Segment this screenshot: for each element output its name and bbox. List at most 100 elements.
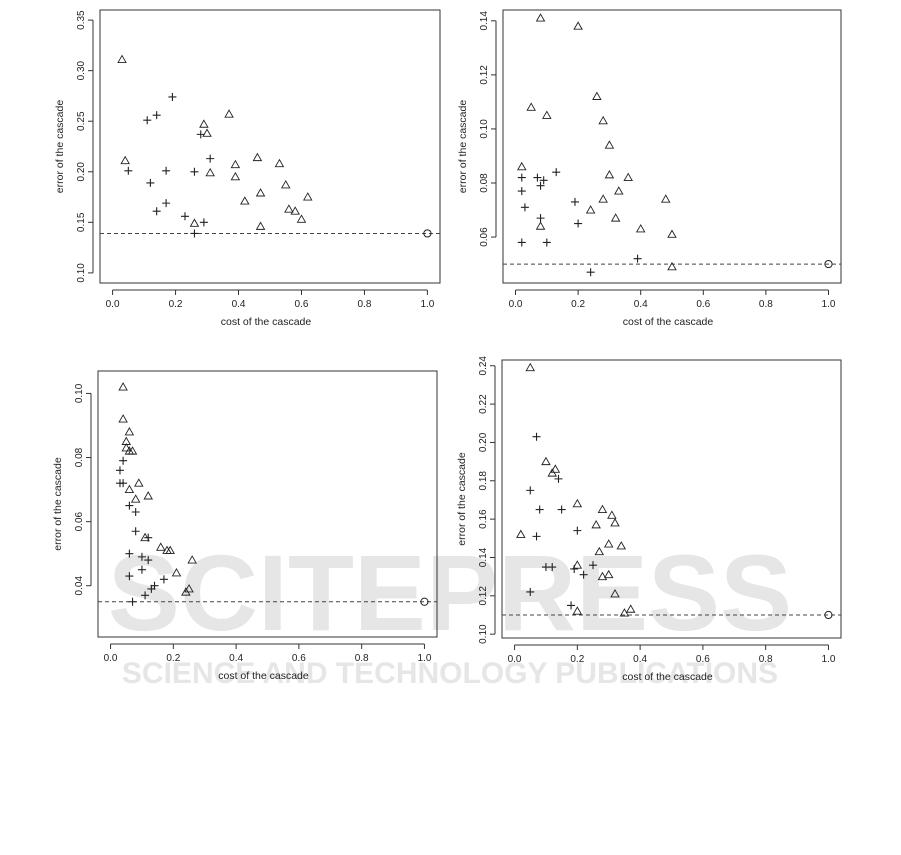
y-tick-label: 0.06 <box>479 227 490 247</box>
point-plus <box>131 527 140 536</box>
plot-frame <box>502 9 842 284</box>
y-tick-label: 0.16 <box>478 509 489 529</box>
x-tick-label: 0.6 <box>696 654 710 665</box>
y-tick-label: 0.10 <box>478 624 489 644</box>
point-plus <box>517 187 526 196</box>
point-triangle <box>625 604 636 613</box>
point-plus <box>574 219 583 228</box>
point-circle <box>420 597 429 606</box>
x-tick-label: 1.0 <box>417 653 431 664</box>
x-tick-label: 1.0 <box>821 654 835 665</box>
point-plus <box>159 575 168 584</box>
point-plus <box>199 218 208 227</box>
plot-frame <box>97 370 438 638</box>
point-plus <box>554 474 563 483</box>
point-triangle <box>296 214 307 223</box>
point-plus <box>152 207 161 216</box>
y-tick-label: 0.18 <box>478 471 489 491</box>
point-triangle <box>541 456 551 466</box>
point-triangle <box>120 155 130 165</box>
x-axis-title: cost of the cascade <box>221 316 312 328</box>
point-triangle <box>171 567 182 577</box>
point-plus <box>526 486 535 495</box>
point-triangle <box>535 13 546 22</box>
point-triangle <box>572 498 583 508</box>
point-plus <box>533 173 542 182</box>
point-triangle <box>592 91 602 100</box>
point-plus <box>137 552 146 561</box>
point-triangle <box>610 213 621 222</box>
point-plus <box>143 116 152 125</box>
point-triangle <box>124 484 135 494</box>
point-plus <box>557 505 566 514</box>
point-triangle <box>118 382 128 391</box>
x-tick-label: 0.2 <box>169 299 183 310</box>
y-tick-label: 0.14 <box>478 547 489 567</box>
point-plus <box>573 526 582 535</box>
point-plus <box>144 533 153 542</box>
x-tick-label: 0.2 <box>570 654 584 665</box>
point-circle <box>423 229 432 238</box>
point-plus <box>125 549 134 558</box>
point-triangle <box>187 555 197 564</box>
point-triangle <box>547 468 557 477</box>
point-circle <box>824 259 833 269</box>
point-triangle <box>550 464 561 473</box>
point-plus <box>586 268 595 277</box>
point-plus <box>196 130 205 139</box>
y-tick-label: 0.10 <box>479 119 490 139</box>
point-plus <box>125 501 134 510</box>
point-triangle <box>184 584 194 593</box>
point-plus <box>147 584 156 593</box>
point-plus <box>548 563 557 572</box>
x-tick-label: 0.8 <box>759 654 773 665</box>
x-tick-label: 0.8 <box>357 299 371 310</box>
point-triangle <box>660 194 671 203</box>
x-tick-label: 0.6 <box>292 653 306 664</box>
point-plus <box>162 199 171 208</box>
point-plus <box>532 432 541 441</box>
y-tick-label: 0.10 <box>74 383 85 403</box>
y-tick-label: 0.24 <box>478 356 489 376</box>
y-tick-label: 0.12 <box>479 65 490 85</box>
point-triangle <box>280 180 291 189</box>
point-plus <box>536 181 545 190</box>
y-tick-label: 0.22 <box>478 394 489 414</box>
point-triangle <box>130 494 141 503</box>
y-axis-title: error of the cascade <box>456 452 468 546</box>
point-triangle <box>604 169 615 179</box>
y-tick-label: 0.14 <box>479 11 490 31</box>
point-triangle <box>202 128 212 137</box>
x-tick-label: 0.8 <box>759 299 773 310</box>
point-triangle <box>598 115 608 125</box>
point-triangle <box>230 171 241 181</box>
point-triangle <box>230 159 241 169</box>
x-tick-label: 0.6 <box>696 299 710 310</box>
y-tick-label: 0.20 <box>76 162 87 182</box>
plot-frame <box>99 9 441 284</box>
point-triangle <box>205 167 215 177</box>
x-tick-label: 0.4 <box>634 299 648 310</box>
point-triangle <box>597 571 608 581</box>
y-tick-label: 0.30 <box>76 60 87 80</box>
point-triangle <box>591 519 601 529</box>
x-tick-label: 0.4 <box>633 654 647 665</box>
point-triangle <box>572 560 583 569</box>
point-plus <box>589 561 598 570</box>
point-triangle <box>597 504 608 513</box>
point-plus <box>633 254 642 263</box>
point-plus <box>137 565 146 574</box>
point-circle <box>824 610 833 620</box>
point-plus <box>520 203 529 212</box>
point-triangle <box>121 443 132 452</box>
y-tick-label: 0.08 <box>479 173 490 193</box>
point-plus <box>168 92 177 101</box>
point-triangle <box>255 221 266 230</box>
point-plus <box>146 178 155 187</box>
y-tick-label: 0.06 <box>74 511 85 531</box>
point-plus <box>125 572 134 581</box>
point-triangle <box>124 426 135 436</box>
point-triangle <box>516 529 526 538</box>
point-triangle <box>143 491 153 500</box>
y-tick-label: 0.15 <box>76 212 87 232</box>
